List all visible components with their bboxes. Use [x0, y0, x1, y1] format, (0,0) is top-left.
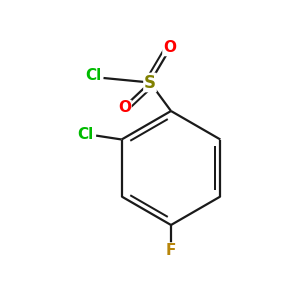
Text: Cl: Cl — [77, 127, 94, 142]
Text: O: O — [118, 100, 131, 116]
Text: S: S — [144, 74, 156, 92]
Text: F: F — [166, 243, 176, 258]
Text: O: O — [163, 40, 176, 56]
Text: Cl: Cl — [85, 68, 101, 83]
